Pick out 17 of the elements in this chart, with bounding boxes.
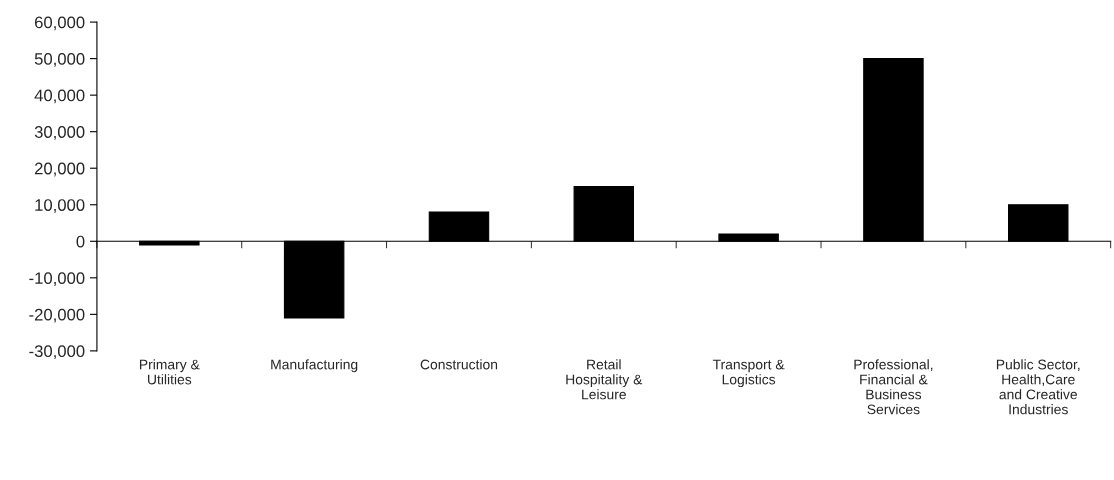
y-tick-label: 50,000	[34, 53, 85, 67]
y-tick-label: 20,000	[34, 162, 85, 177]
y-tick-label: 40,000	[34, 89, 85, 104]
x-tick-label: Retail Hospitality & Leisure	[566, 359, 643, 400]
x-tick-label: Public Sector, Health,Care and Creative Industries	[996, 359, 1080, 415]
y-tick-label: 10,000	[35, 199, 85, 213]
x-tick-label: Primary & Utilities	[139, 359, 200, 385]
x-tick-label: Manufacturing	[271, 359, 358, 373]
x-tick-label: Construction	[420, 359, 498, 370]
y-tick-label: -10,000	[29, 272, 85, 286]
x-tick-label: Professional, Financial & Business Services	[854, 359, 933, 415]
y-tick-label: -30,000	[29, 345, 85, 360]
y-tick-label: 0	[76, 235, 85, 248]
x-tick-label: Transport & Logistics	[712, 359, 785, 388]
y-tick-label: 60,000	[34, 16, 85, 31]
y-tick-label: 30,000	[34, 126, 85, 140]
y-tick-label: -20,000	[29, 308, 85, 323]
